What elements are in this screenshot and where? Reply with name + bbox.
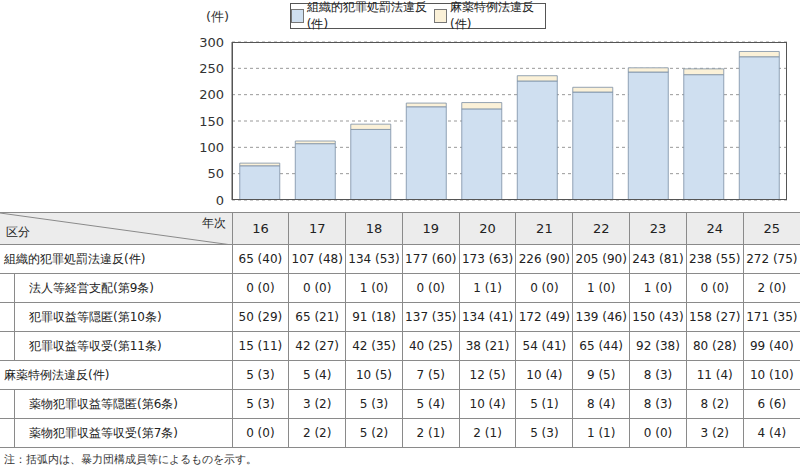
html-text:麻薬特例法違反(件): 麻薬特例法違反(件) bbox=[4, 367, 110, 382]
html-text:10 (10): 10 (10) bbox=[750, 368, 794, 382]
html-text:0 (0): 0 (0) bbox=[303, 281, 332, 295]
html-text:麻薬特例法違反(件): 麻薬特例法違反(件) bbox=[450, 0, 535, 31]
html-text:(件): (件) bbox=[206, 9, 230, 24]
html-text:50 (29): 50 (29) bbox=[238, 310, 283, 324]
html-text:7 (5): 7 (5) bbox=[416, 368, 445, 382]
html-text:犯罪収益等隠匿(第10条): 犯罪収益等隠匿(第10条) bbox=[29, 309, 162, 324]
html-text:5 (3): 5 (3) bbox=[359, 397, 389, 411]
svg-text:300: 300 bbox=[199, 35, 224, 50]
html-text:5 (2): 5 (2) bbox=[359, 426, 389, 440]
html-text:107 (48): 107 (48) bbox=[291, 252, 343, 266]
html-text:2 (1): 2 (1) bbox=[473, 426, 502, 440]
svg-text:200: 200 bbox=[199, 87, 224, 102]
html-text:24: 24 bbox=[706, 221, 723, 236]
html-text:177 (60) 173 (63) 226 (90) 205: 177 (60) 173 (63) 226 (90) 205 (90) bbox=[405, 252, 627, 266]
html-text:171 (35): 171 (35) bbox=[746, 310, 798, 324]
html-text:1 (1): 1 (1) bbox=[587, 426, 616, 440]
html-text:40 (25): 40 (25) bbox=[408, 339, 453, 353]
html-text:1 (0): 1 (0) bbox=[359, 281, 389, 295]
html-text:238 (55): 238 (55) bbox=[689, 252, 741, 266]
html-text:8 (4): 8 (4) bbox=[587, 397, 616, 411]
html-text:17: 17 bbox=[308, 221, 326, 236]
html-text:0 (0): 0 (0) bbox=[530, 281, 559, 295]
html-text:22: 22 bbox=[592, 221, 610, 236]
html-text:137 (35) 134 (41) 172 (49) 139: 137 (35) 134 (41) 172 (49) 139 (46) bbox=[405, 310, 627, 324]
html-text:20: 20 bbox=[479, 221, 496, 236]
html-text:10 (4): 10 (4) bbox=[469, 397, 506, 411]
html-text:16: 16 bbox=[252, 221, 269, 236]
html-text:8 (3): 8 (3) bbox=[643, 397, 673, 411]
html-text:21: 21 bbox=[536, 221, 553, 236]
html-text:1 (0): 1 (0) bbox=[643, 281, 673, 295]
html-text:80 (28): 80 (28) bbox=[692, 339, 737, 353]
html-text:注：括弧内は、暴力団構成員等によるものを示す。: 注：括弧内は、暴力団構成員等によるものを示す。 bbox=[4, 453, 257, 466]
html-text:0 (0): 0 (0) bbox=[246, 426, 275, 440]
html-text:9 (5): 9 (5) bbox=[587, 368, 616, 382]
html-text:0 (0): 0 (0) bbox=[643, 426, 673, 440]
html-text:134 (53): 134 (53) bbox=[348, 252, 400, 266]
html-text:65 (40): 65 (40) bbox=[238, 252, 283, 266]
html-text:5 (3): 5 (3) bbox=[530, 426, 559, 440]
html-text:158 (27): 158 (27) bbox=[689, 310, 741, 324]
html-text:年次: 年次 bbox=[201, 216, 226, 230]
html-text:65 (44): 65 (44) bbox=[579, 339, 623, 353]
html-text:10 (4): 10 (4) bbox=[526, 368, 563, 382]
html-text:犯罪収益等収受(第11条): 犯罪収益等収受(第11条) bbox=[29, 338, 162, 353]
html-text:12 (5): 12 (5) bbox=[469, 368, 506, 382]
html-text:8 (2): 8 (2) bbox=[700, 397, 729, 411]
html-text:組織的犯罪処罰法違反(件): 組織的犯罪処罰法違反(件) bbox=[4, 251, 146, 266]
html-text:5 (1): 5 (1) bbox=[530, 397, 559, 411]
html-text:15 (11): 15 (11) bbox=[238, 339, 283, 353]
html-text:2 (0): 2 (0) bbox=[757, 281, 787, 295]
html-text:1 (0): 1 (0) bbox=[587, 281, 616, 295]
html-text:243 (81): 243 (81) bbox=[632, 252, 684, 266]
svg-text:100: 100 bbox=[199, 140, 224, 155]
html-text:99 (40): 99 (40) bbox=[750, 339, 794, 353]
html-text:区分: 区分 bbox=[6, 225, 30, 239]
html-text:5 (3): 5 (3) bbox=[246, 397, 275, 411]
html-text:38 (21): 38 (21) bbox=[465, 339, 510, 353]
html-text:5 (4): 5 (4) bbox=[303, 368, 332, 382]
html-text:2 (1): 2 (1) bbox=[416, 426, 445, 440]
html-text:19: 19 bbox=[422, 221, 440, 236]
html-text:23: 23 bbox=[649, 221, 667, 236]
html-text:42 (35): 42 (35) bbox=[352, 339, 396, 353]
html-text:0 (0): 0 (0) bbox=[700, 281, 729, 295]
html-text:42 (27): 42 (27) bbox=[295, 339, 339, 353]
html-text:薬物犯罪収益等収受(第7条): 薬物犯罪収益等収受(第7条) bbox=[29, 425, 178, 440]
svg-text:150: 150 bbox=[199, 114, 224, 129]
html-text:18: 18 bbox=[365, 221, 383, 236]
html-text:92 (38): 92 (38) bbox=[636, 339, 680, 353]
html-text:8 (3): 8 (3) bbox=[643, 368, 673, 382]
html-text:3 (2): 3 (2) bbox=[700, 426, 729, 440]
html-text:272 (75): 272 (75) bbox=[746, 252, 798, 266]
html-text:法人等経営支配(第9条): 法人等経営支配(第9条) bbox=[29, 280, 154, 295]
svg-text:50: 50 bbox=[207, 166, 224, 181]
html-text:10 (5): 10 (5) bbox=[355, 368, 392, 382]
html-text:11 (4): 11 (4) bbox=[696, 368, 733, 382]
html-text:2 (2): 2 (2) bbox=[303, 426, 332, 440]
html-text:薬物犯罪収益等隠匿(第6条): 薬物犯罪収益等隠匿(第6条) bbox=[29, 396, 178, 411]
html-text:150 (43): 150 (43) bbox=[632, 310, 684, 324]
html-text:0 (0): 0 (0) bbox=[416, 281, 445, 295]
html-text:5 (4): 5 (4) bbox=[416, 397, 445, 411]
html-text:1 (1): 1 (1) bbox=[473, 281, 502, 295]
html-text:組織的犯罪処罰法違反(件): 組織的犯罪処罰法違反(件) bbox=[306, 0, 427, 31]
html-text:5 (3): 5 (3) bbox=[246, 368, 275, 382]
html-text:54 (41): 54 (41) bbox=[522, 339, 567, 353]
html-text:0 (0): 0 (0) bbox=[246, 281, 275, 295]
html-text:6 (6): 6 (6) bbox=[757, 397, 787, 411]
html-text:65 (21): 65 (21) bbox=[295, 310, 339, 324]
html-text:25: 25 bbox=[763, 221, 781, 236]
html-text:4 (4): 4 (4) bbox=[757, 426, 787, 440]
svg-text:250: 250 bbox=[199, 61, 224, 76]
html-text:3 (2): 3 (2) bbox=[303, 397, 332, 411]
svg-text:0: 0 bbox=[216, 193, 224, 205]
html-text:91 (18): 91 (18) bbox=[352, 310, 396, 324]
